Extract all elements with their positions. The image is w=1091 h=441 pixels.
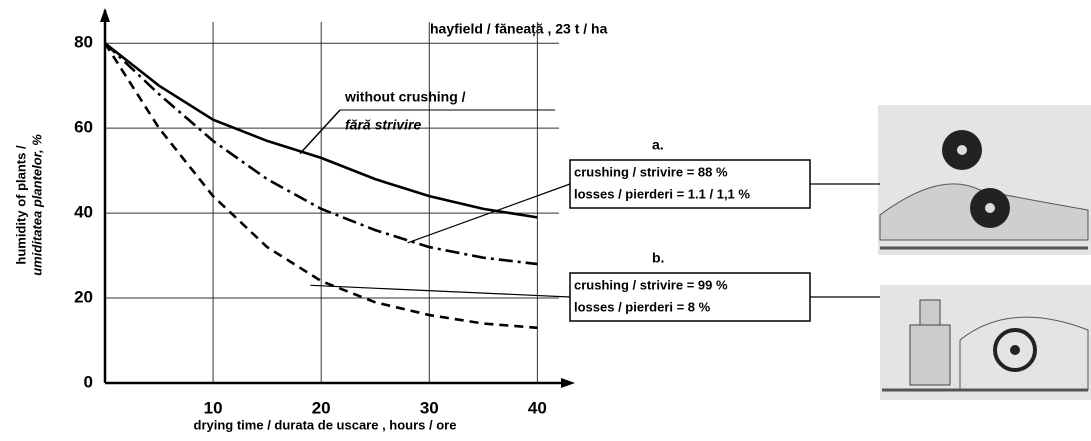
y-label-line: humidity of plants / [13,145,28,265]
panel-label: b. [652,250,664,266]
leader-line [310,285,570,297]
y-tick-label: 80 [74,33,93,52]
panel-text: crushing / strivire = 88 % [574,164,728,179]
y-label-line: umiditatea plantelor, % [29,134,44,276]
leader-line [300,110,340,154]
chart: hayfield / făneață , 23 t / ha drying ti… [0,0,1091,441]
y-axis-label: humidity of plants / umiditatea plantelo… [13,134,44,276]
y-tick-label: 40 [74,203,93,222]
panel-text: losses / pierderi = 1.1 / 1,1 % [574,186,750,201]
series-label: fără strivire [345,117,421,133]
x-tick-label: 40 [528,398,547,417]
y-tick-label: 0 [84,372,93,391]
panel-text: crushing / strivire = 99 % [574,277,728,292]
illustration-a [878,105,1091,255]
y-axis-arrow [100,8,110,22]
x-axis-label: drying time / durata de uscare , hours /… [194,417,457,432]
x-tick-label: 30 [420,398,439,417]
x-tick-label: 20 [312,398,331,417]
panel-text: losses / pierderi = 8 % [574,299,711,314]
series-label: without crushing / [344,89,466,105]
x-axis-arrow [561,378,575,388]
chart-title: hayfield / făneață , 23 t / ha [430,21,608,37]
y-tick-label: 20 [74,288,93,307]
illustration-b [880,285,1091,400]
x-tick-label: 10 [204,398,223,417]
y-tick-label: 60 [74,118,93,137]
panel-label: a. [652,137,664,153]
